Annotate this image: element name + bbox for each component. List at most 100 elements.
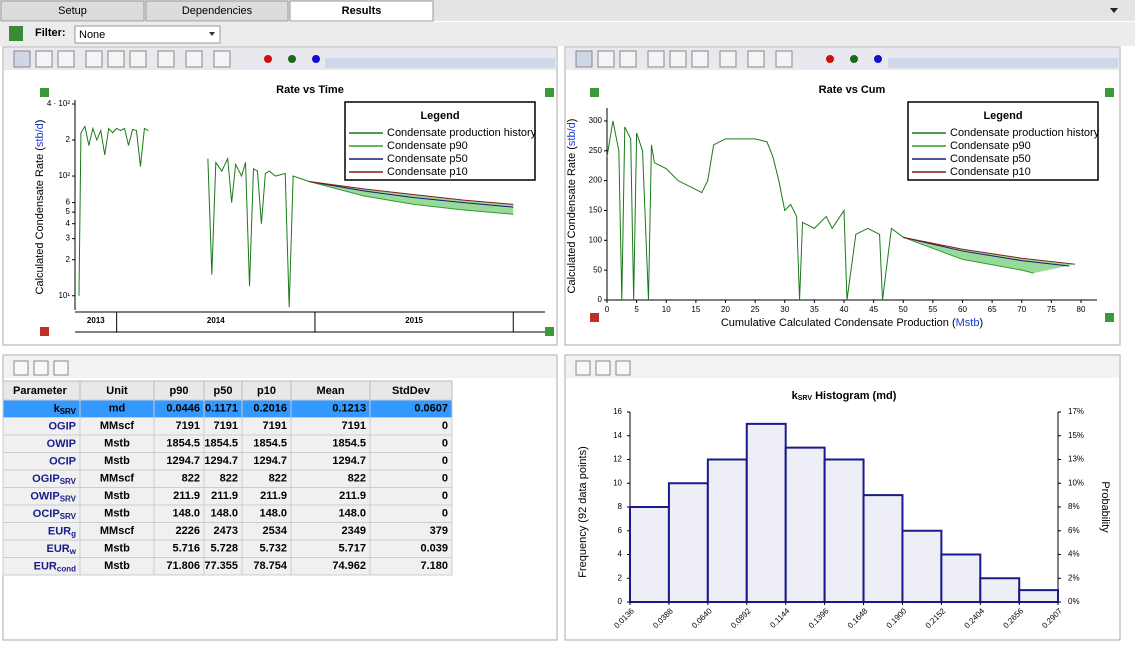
parameter-name-text: OWIP: [30, 490, 59, 502]
toolbar: [566, 356, 1119, 378]
color-button[interactable]: [826, 55, 834, 63]
tool-button[interactable]: [107, 50, 125, 68]
parameter-name-text: EUR: [47, 543, 70, 555]
tool-button[interactable]: [33, 360, 49, 376]
value-cell: 7191: [176, 420, 200, 432]
lock-icon[interactable]: [40, 88, 49, 97]
lock-icon[interactable]: [1105, 88, 1114, 97]
lock-icon[interactable]: [590, 88, 599, 97]
value-cell: 211.9: [339, 490, 366, 502]
tool-button[interactable]: [13, 360, 29, 376]
forecast-band: [309, 181, 514, 215]
y2-tick-label: 6%: [1068, 526, 1080, 535]
tool-button[interactable]: [597, 50, 615, 68]
lock-icon[interactable]: [1105, 313, 1114, 322]
panel-rate-cum: [564, 46, 1121, 346]
y-tick-label: 16: [613, 407, 622, 416]
tab-menu-arrow[interactable]: [1110, 8, 1118, 13]
excel-icon[interactable]: [9, 26, 23, 41]
legend-box: [344, 101, 536, 181]
tool-button[interactable]: [619, 50, 637, 68]
tool-button[interactable]: [647, 50, 665, 68]
tool-button[interactable]: [57, 50, 75, 68]
tool-button[interactable]: [35, 50, 53, 68]
y2-tick-label: 4%: [1068, 550, 1080, 559]
lock-icon[interactable]: [590, 313, 599, 322]
value-cell: 148.0: [172, 508, 200, 520]
tool-button[interactable]: [129, 50, 147, 68]
legend-label: Condensate p10: [387, 166, 468, 178]
color-button[interactable]: [850, 55, 858, 63]
series-line: [308, 181, 514, 215]
color-button[interactable]: [312, 55, 320, 63]
x-axis-label-part: Cumulative Calculated Condensate Product…: [721, 317, 956, 329]
parameter-name-text: k: [54, 403, 61, 415]
y-tick-label: 10: [613, 478, 622, 487]
value-cell: 2349: [342, 525, 366, 537]
histogram-bar: [745, 422, 787, 603]
filter-dropdown[interactable]: [74, 25, 221, 44]
color-button[interactable]: [288, 55, 296, 63]
lock-icon[interactable]: [545, 88, 554, 97]
header-label: p90: [170, 385, 189, 397]
y-axis-label-part: Calculated Condensate Rate (: [34, 147, 46, 295]
color-button[interactable]: [264, 55, 272, 63]
y2-tick-label: 10%: [1068, 478, 1084, 487]
y-tick-label: 2: [66, 135, 71, 144]
parameter-name-text: EUR: [48, 525, 71, 537]
tool-button[interactable]: [615, 360, 631, 376]
legend-box: [907, 101, 1099, 181]
title-part: k: [792, 390, 799, 402]
y-tick-label: 150: [589, 206, 603, 215]
x-tick-label: 50: [899, 305, 908, 314]
unit-cell: MMscf: [100, 473, 135, 485]
value-cell: 148.0: [338, 508, 366, 520]
tab[interactable]: [0, 0, 145, 22]
y-tick-label: 12: [613, 455, 622, 464]
histogram-bar: [823, 458, 865, 603]
tool-button[interactable]: [775, 50, 793, 68]
legend-label: Condensate p10: [950, 166, 1031, 178]
tool-button[interactable]: [595, 360, 611, 376]
color-button[interactable]: [874, 55, 882, 63]
tool-button[interactable]: [575, 360, 591, 376]
x-tick-label: 10: [662, 305, 671, 314]
value-cell: 5.728: [210, 543, 238, 555]
lock-icon[interactable]: [40, 327, 49, 336]
tool-button[interactable]: [185, 50, 203, 68]
value-cell: 74.962: [332, 560, 366, 572]
y-tick-label: 3: [66, 234, 71, 243]
tool-button[interactable]: [719, 50, 737, 68]
tool-button[interactable]: [213, 50, 231, 68]
value-cell: 211.9: [260, 490, 287, 502]
parameter-subscript: cond: [57, 564, 76, 573]
x-tick-label: 25: [751, 305, 760, 314]
header-label: Parameter: [13, 385, 68, 397]
tool-button[interactable]: [13, 50, 31, 68]
value-cell: 0.1213: [332, 403, 366, 415]
chart-title: Rate vs Cum: [819, 84, 886, 96]
tool-button[interactable]: [691, 50, 709, 68]
value-cell: 1854.5: [332, 438, 366, 450]
lock-icon[interactable]: [545, 327, 554, 336]
tab[interactable]: [145, 0, 289, 22]
tool-button[interactable]: [53, 360, 69, 376]
parameter-name: OCIP: [49, 455, 76, 467]
value-cell: 1294.7: [204, 455, 238, 467]
tool-button[interactable]: [669, 50, 687, 68]
title-part: Histogram (md): [812, 390, 897, 402]
value-cell: 0.0607: [414, 403, 448, 415]
tool-button[interactable]: [157, 50, 175, 68]
y2-tick-label: 17%: [1068, 407, 1084, 416]
value-cell: 1294.7: [166, 455, 200, 467]
value-cell: 822: [182, 473, 200, 485]
tab[interactable]: [289, 0, 434, 22]
y2-tick-label: 8%: [1068, 502, 1080, 511]
tool-button[interactable]: [747, 50, 765, 68]
y2-axis-label: Probability: [1099, 481, 1111, 533]
parameter-name-text: OGIP: [48, 420, 76, 432]
tool-button[interactable]: [85, 50, 103, 68]
header-label: StdDev: [392, 385, 431, 397]
tool-button[interactable]: [575, 50, 593, 68]
